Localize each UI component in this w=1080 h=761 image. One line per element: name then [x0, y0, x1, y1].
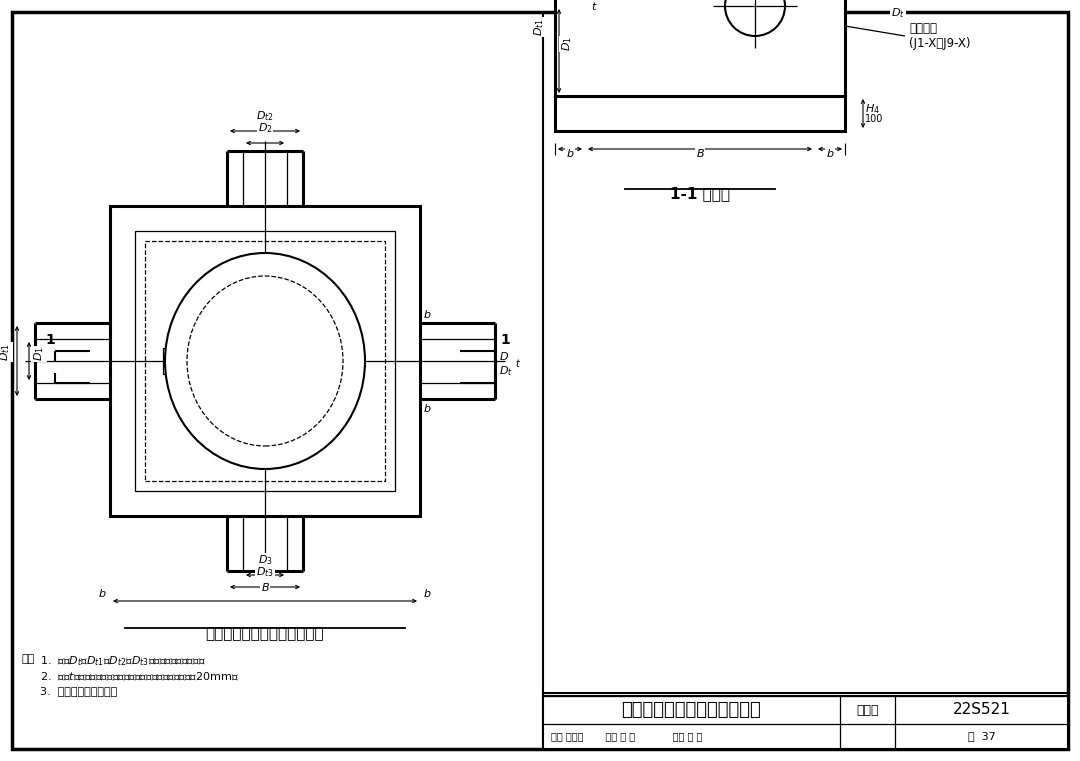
Bar: [555, 96, 845, 131]
Text: 22S521: 22S521: [953, 702, 1011, 718]
Text: $D_{t3}$: $D_{t3}$: [256, 565, 274, 579]
Text: $b$: $b$: [423, 587, 432, 599]
Ellipse shape: [165, 253, 365, 469]
Text: 矩形三通、四通检查井装配图: 矩形三通、四通检查井装配图: [622, 701, 761, 719]
Bar: [135, 231, 395, 491]
Text: $D_2$: $D_2$: [258, 121, 272, 135]
Text: $B$: $B$: [696, 147, 704, 159]
Text: 1.  图中$D_t$、$D_{t1}$、$D_{t2}$、$D_{t3}$为检查井预留孔孔径。: 1. 图中$D_t$、$D_{t1}$、$D_{t2}$、$D_{t3}$为检查…: [40, 654, 206, 668]
Text: 1: 1: [45, 333, 55, 347]
Text: $t$: $t$: [591, 0, 597, 12]
Bar: [815, 0, 845, 96]
Text: 页  37: 页 37: [968, 731, 996, 741]
Text: 注：: 注：: [22, 654, 36, 664]
Text: 审核 王贾明       校对 崔 菡            设计 陈 辉: 审核 王贾明 校对 崔 菡 设计 陈 辉: [551, 731, 702, 741]
Bar: [145, 241, 384, 481]
Text: $B$: $B$: [260, 581, 270, 593]
Text: $b$: $b$: [423, 402, 432, 414]
Text: $D_1$: $D_1$: [561, 37, 573, 51]
Text: 1: 1: [500, 333, 510, 347]
Text: $D_1$: $D_1$: [32, 346, 45, 361]
Text: 图集号: 图集号: [856, 703, 879, 717]
Text: $H_4$: $H_4$: [865, 103, 880, 116]
Bar: [543, 696, 1068, 749]
Text: $D_{t2}$: $D_{t2}$: [256, 109, 274, 123]
Bar: [110, 206, 420, 516]
Text: $D_3$: $D_3$: [258, 553, 272, 567]
Text: $t$: $t$: [515, 357, 522, 369]
Text: 矩形三通、四通检查井平面图: 矩形三通、四通检查井平面图: [205, 626, 324, 641]
Bar: [555, 0, 845, 96]
Text: 100: 100: [865, 114, 883, 125]
Text: 3.  图中爬梯仅为示意。: 3. 图中爬梯仅为示意。: [40, 686, 118, 696]
Text: $b$: $b$: [423, 308, 432, 320]
Text: $D_{t1}$: $D_{t1}$: [532, 18, 545, 36]
Text: $b$: $b$: [98, 587, 107, 599]
Text: $D_{t1}$: $D_{t1}$: [0, 343, 12, 361]
Text: $D$: $D$: [499, 350, 509, 362]
Text: 2.  图中$t$值根据钢筋混凝土管道插口规格尺寸确定，最小为20mm。: 2. 图中$t$值根据钢筋混凝土管道插口规格尺寸确定，最小为20mm。: [40, 670, 239, 682]
Bar: [555, 96, 845, 131]
Text: 下部井室
(J1-X～J9-X): 下部井室 (J1-X～J9-X): [909, 22, 971, 50]
Text: $b$: $b$: [826, 147, 834, 159]
Text: $D_t$: $D_t$: [499, 364, 513, 378]
Text: 1-1 剖面图: 1-1 剖面图: [670, 186, 730, 201]
Bar: [555, 0, 585, 96]
Ellipse shape: [187, 276, 343, 446]
Text: $D_t$: $D_t$: [891, 7, 905, 21]
Bar: [163, 348, 181, 374]
Text: $b$: $b$: [566, 147, 575, 159]
